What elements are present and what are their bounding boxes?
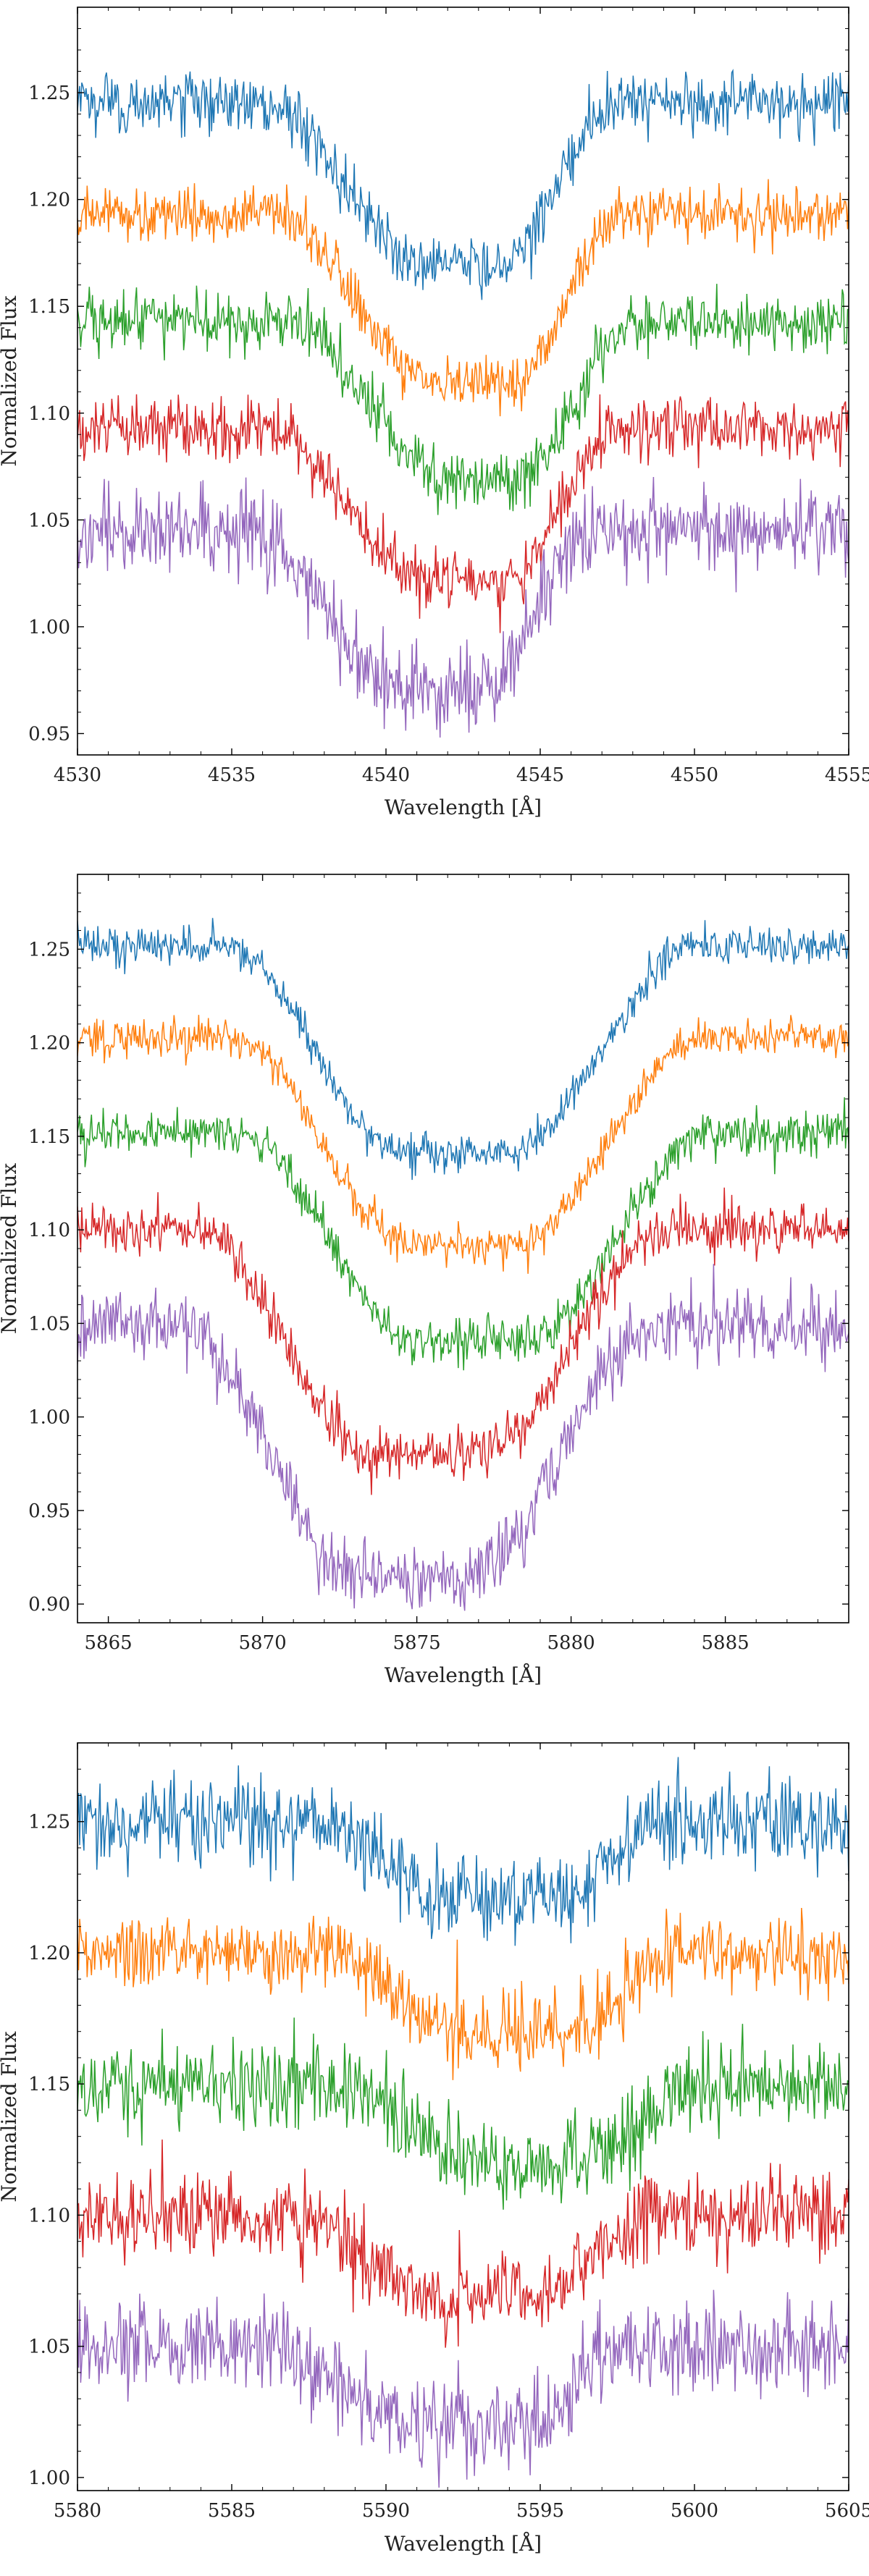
x-tick-label: 5600: [671, 2500, 718, 2522]
x-tick-label: 5865: [85, 1632, 133, 1654]
x-tick-label: 5590: [362, 2500, 410, 2522]
x-tick-label: 5875: [393, 1632, 441, 1654]
y-tick-label: 1.10: [28, 2205, 70, 2226]
spectrum-series-line: [77, 69, 849, 300]
y-tick-label: 1.20: [28, 1943, 70, 1964]
y-axis-title: Normalized Flux: [0, 2031, 21, 2202]
spectrum-chart-2: 5865 5870 5875 5880 5885 0.90 0.95 1.00 1.05 1.10…: [0, 874, 849, 1687]
y-tick-label: 1.25: [28, 1812, 70, 1833]
x-tick-label: 5885: [702, 1632, 750, 1654]
y-tick-label: 1.25: [28, 83, 70, 104]
spectrum-series-line: [77, 1264, 849, 1611]
x-tick-label: 5605: [825, 2500, 869, 2522]
y-tick-label: 1.00: [28, 617, 70, 638]
spectrum-series-line: [77, 2017, 849, 2210]
y-tick-label: 1.15: [28, 1126, 70, 1148]
spectrum-panel-2: 5865 5870 5875 5880 5885 0.90 0.95 1.00 1.05 1.10…: [0, 858, 869, 1717]
x-tick-label: 5870: [239, 1632, 287, 1654]
y-tick-label: 1.15: [28, 2074, 70, 2095]
series-group: [77, 69, 849, 738]
spectrum-chart-3: 5580 5585 5590 5595 5600 5605 1.00 1.05 1.10 1.15…: [0, 1742, 869, 2556]
x-tick-label: 4545: [516, 764, 564, 786]
plot-frame: [77, 7, 849, 756]
x-tick-label: 5585: [208, 2500, 256, 2522]
plot-frame: [77, 1742, 849, 2491]
y-tick-label: 1.20: [28, 1033, 70, 1055]
y-tick-label: 1.15: [28, 296, 70, 318]
y-tick-label: 1.00: [28, 1407, 70, 1429]
spectrum-panel-1: 4530 4535 4540 4545 4550 4555 0.95 1.00 1.05 1.10…: [0, 0, 869, 858]
spectrum-series-line: [77, 1757, 849, 1946]
spectrum-series-line: [77, 1187, 849, 1495]
spectrum-panel-3: 5580 5585 5590 5595 5600 5605 1.00 1.05 1.10 1.15…: [0, 1717, 869, 2576]
y-axis-title: Normalized Flux: [0, 295, 21, 466]
spectrum-series-line: [77, 1015, 849, 1274]
spectrum-series-line: [77, 476, 849, 738]
y-axis-title: Normalized Flux: [0, 1163, 21, 1334]
spectrum-series-line: [77, 2288, 849, 2488]
spectrum-series-line: [77, 2139, 849, 2348]
spectrum-series-line: [77, 918, 849, 1181]
x-tick-label: 5880: [547, 1632, 595, 1654]
y-tick-label: 1.05: [28, 1313, 70, 1335]
y-tick-label: 1.05: [28, 2336, 70, 2358]
x-axis-title: Wavelength [Å]: [385, 795, 542, 819]
spectrum-series-line: [77, 1097, 849, 1371]
y-tick-label: 1.05: [28, 510, 70, 531]
y-tick-label: 0.95: [28, 723, 70, 745]
series-group: [77, 918, 849, 1611]
y-tick-label: 1.20: [28, 190, 70, 211]
x-tick-label: 5595: [516, 2500, 564, 2522]
spectrum-series-line: [77, 284, 849, 515]
spectrum-chart-1: 4530 4535 4540 4545 4550 4555 0.95 1.00 1.05 1.10…: [0, 7, 869, 819]
spectrum-series-line: [77, 1907, 849, 2080]
y-tick-label: 0.90: [28, 1594, 70, 1616]
spectrum-series-line: [77, 394, 849, 633]
x-tick-label: 4530: [54, 764, 101, 786]
x-tick-label: 4535: [208, 764, 256, 786]
series-group: [77, 1757, 849, 2488]
x-tick-label: 4550: [671, 764, 718, 786]
x-tick-label: 4555: [825, 764, 869, 786]
y-tick-label: 0.95: [28, 1500, 70, 1522]
y-tick-label: 1.00: [28, 2467, 70, 2489]
x-axis-title: Wavelength [Å]: [385, 1663, 542, 1687]
y-tick-label: 1.25: [28, 939, 70, 960]
x-axis-title: Wavelength [Å]: [385, 2532, 542, 2556]
y-tick-label: 1.10: [28, 1220, 70, 1241]
spectrum-series-line: [77, 179, 849, 417]
x-tick-label: 5580: [54, 2500, 101, 2522]
x-tick-label: 4540: [362, 764, 410, 786]
y-tick-label: 1.10: [28, 403, 70, 425]
